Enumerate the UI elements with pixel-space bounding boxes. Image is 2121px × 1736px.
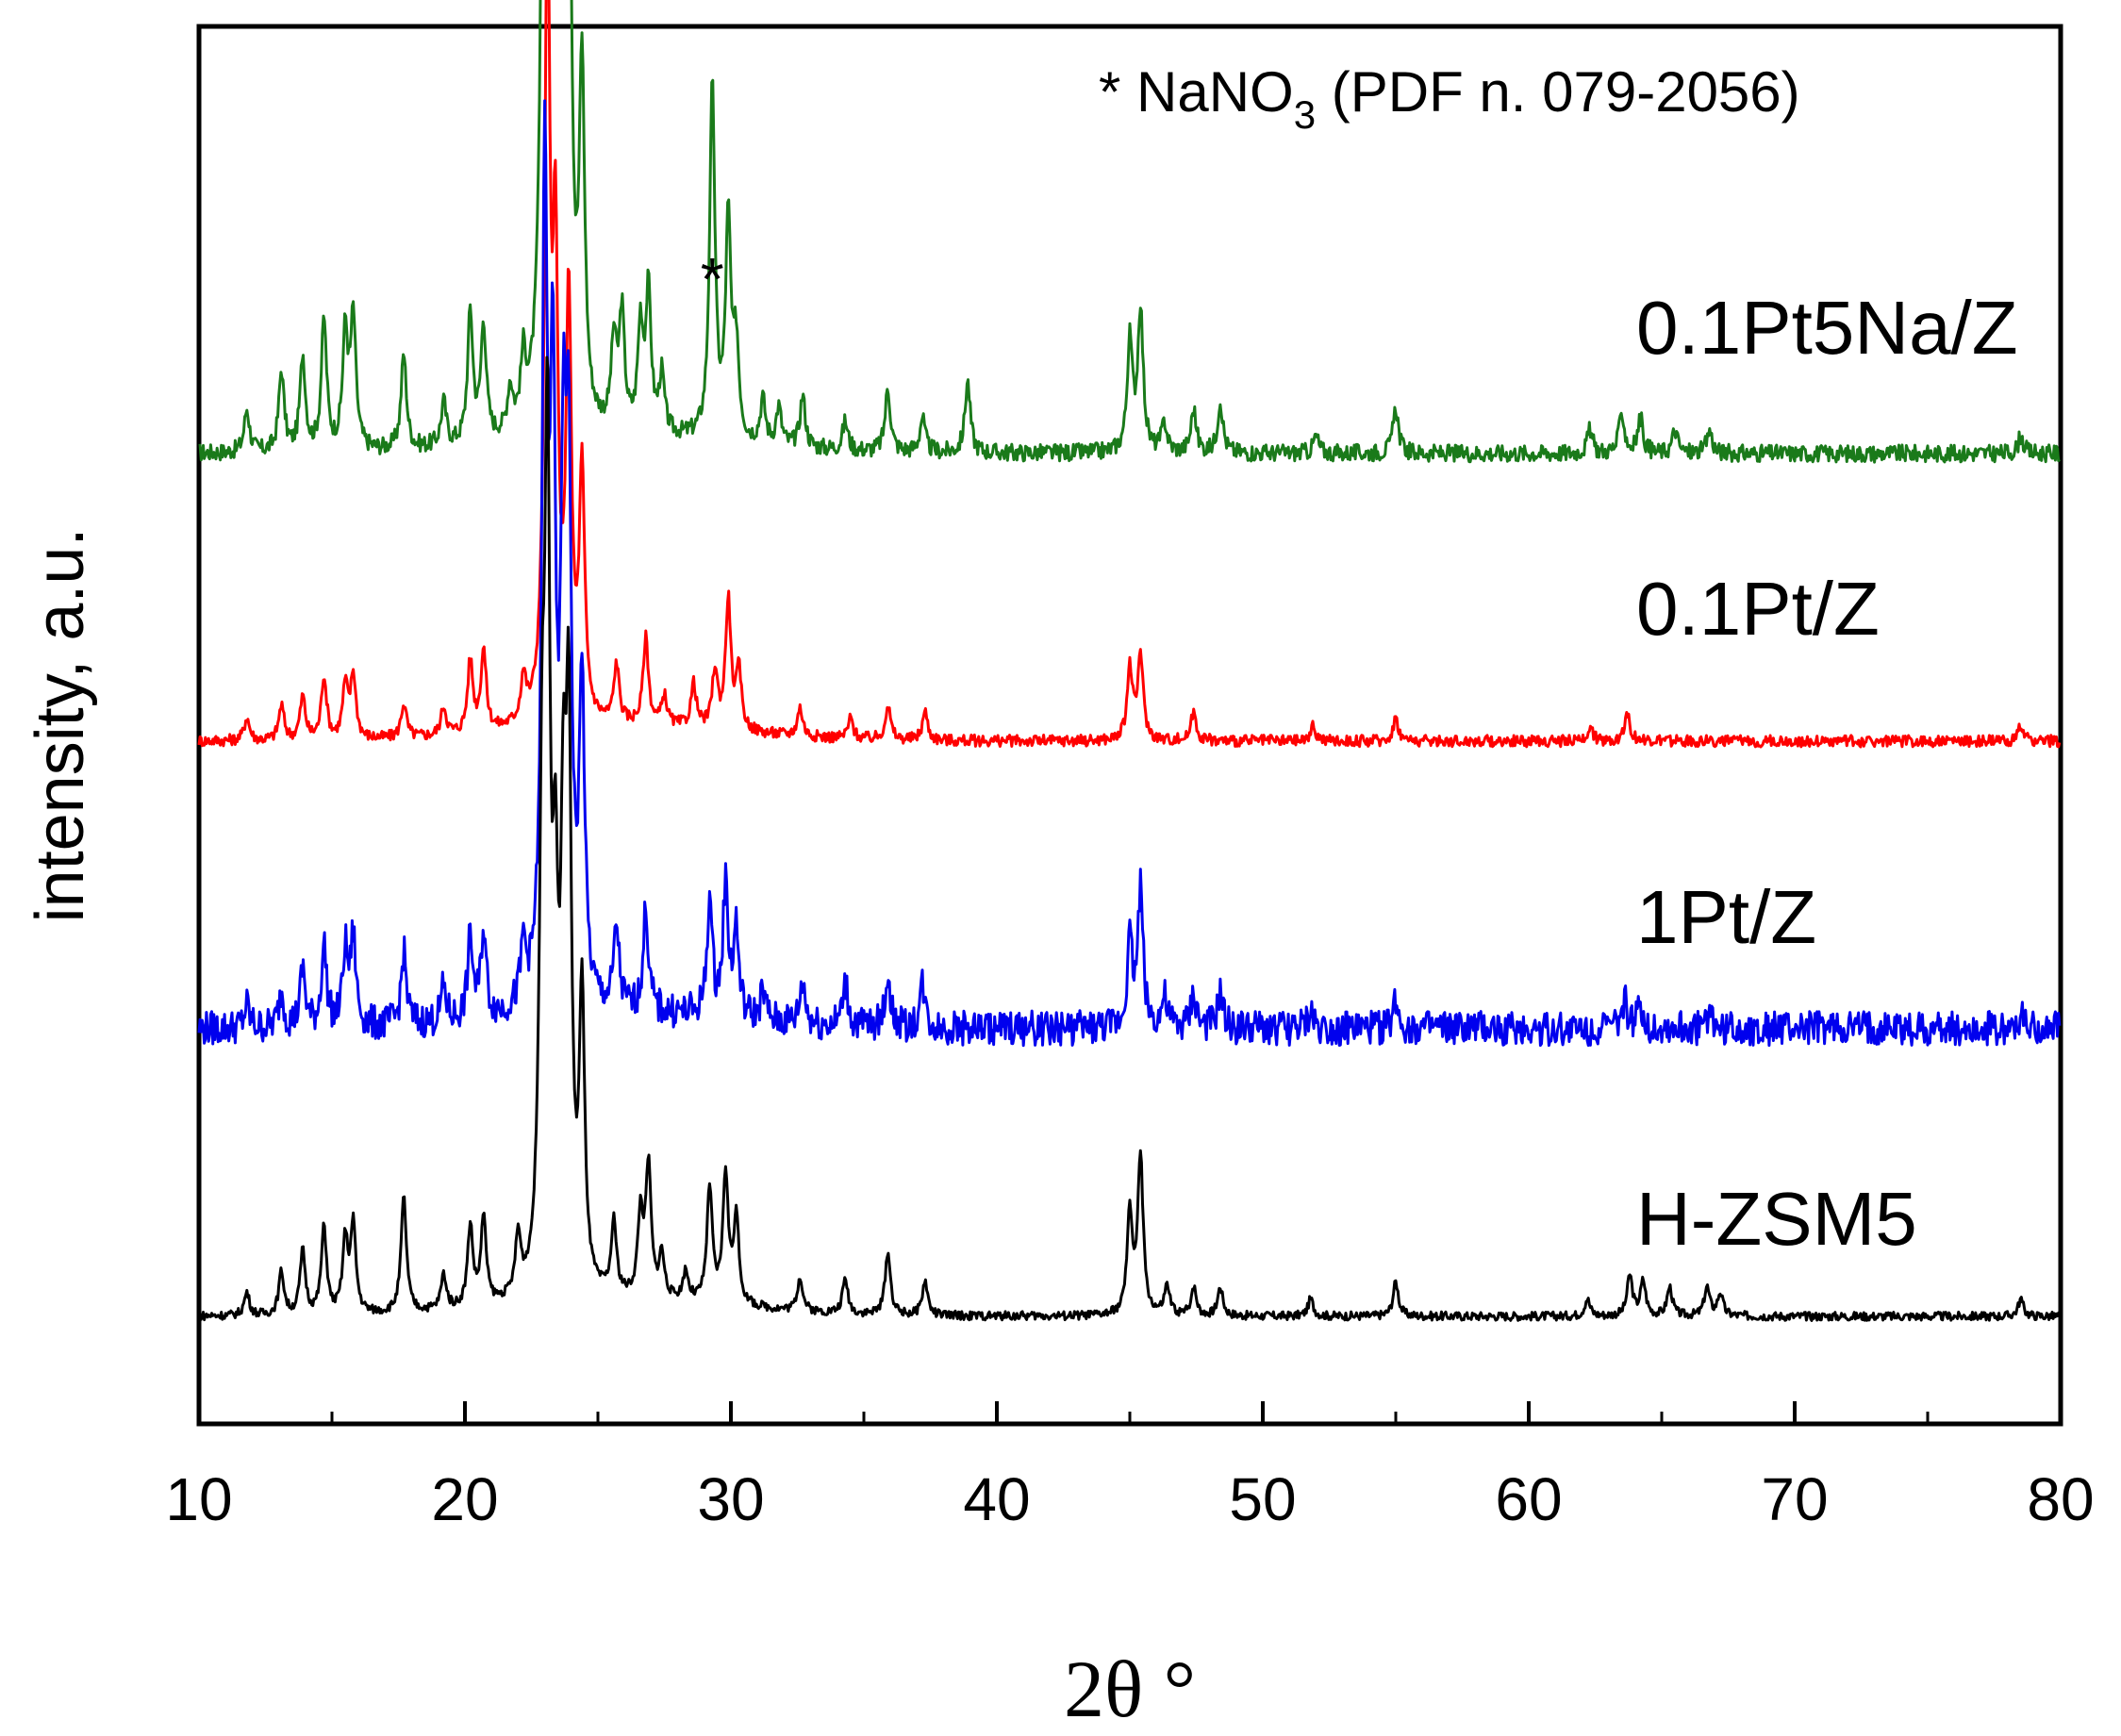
x-tick-label: 30 bbox=[697, 1465, 764, 1533]
series-labels: 0.1Pt5Na/Z 0.1Pt/Z 1Pt/Z H-ZSM5 bbox=[1636, 286, 2018, 1261]
annotation-text: * NaNO3 (PDF n. 079-2056) bbox=[1099, 60, 1800, 137]
series-layer bbox=[197, 0, 2062, 1322]
x-tick-label: 80 bbox=[2027, 1465, 2094, 1533]
peak-marker: * bbox=[701, 245, 724, 313]
x-tick-label: 60 bbox=[1495, 1465, 1562, 1533]
series-label: H-ZSM5 bbox=[1636, 1177, 1917, 1261]
y-axis-title: intensity, a.u. bbox=[23, 528, 98, 923]
series-label: 0.1Pt/Z bbox=[1636, 567, 1880, 651]
x-axis-title: 2θ ° bbox=[1064, 1644, 1196, 1734]
annotation-subscript: 3 bbox=[1294, 92, 1316, 137]
x-tick-label: 10 bbox=[165, 1465, 232, 1533]
x-tick-label: 50 bbox=[1229, 1465, 1296, 1533]
x-axis-tick-labels: 10 20 30 40 50 60 70 80 bbox=[165, 1465, 2094, 1533]
x-axis-ticks bbox=[197, 1401, 2063, 1424]
x-tick-label: 70 bbox=[1761, 1465, 1828, 1533]
series-line-1pt-z bbox=[197, 99, 2062, 1048]
series-line-0-1pt-z bbox=[197, 0, 2062, 749]
series-line-h-zsm5 bbox=[198, 355, 2061, 1322]
series-line-0-1pt5na-z bbox=[198, 0, 2062, 464]
series-label: 0.1Pt5Na/Z bbox=[1636, 286, 2018, 370]
x-tick-label: 20 bbox=[431, 1465, 498, 1533]
series-label: 1Pt/Z bbox=[1636, 875, 1816, 959]
x-tick-label: 40 bbox=[963, 1465, 1030, 1533]
